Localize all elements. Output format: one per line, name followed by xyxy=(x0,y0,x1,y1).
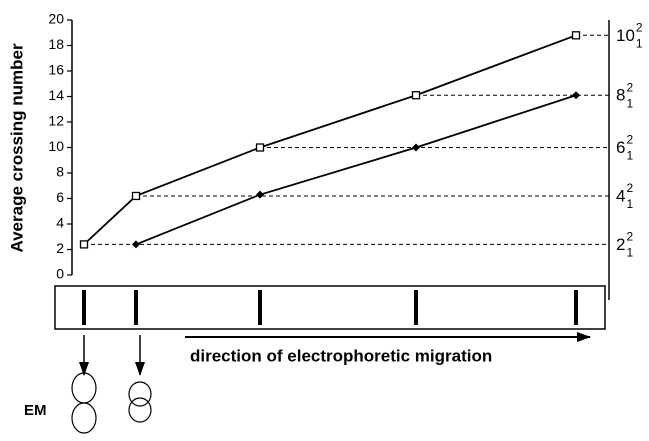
point xyxy=(572,91,580,100)
knot-number: 8 xyxy=(616,86,625,105)
point xyxy=(79,240,89,249)
knot-number: 10 xyxy=(616,26,635,45)
gel-band xyxy=(574,290,578,325)
knot-sup: 2 xyxy=(626,230,633,244)
point xyxy=(571,31,581,40)
point xyxy=(255,143,265,152)
migration-label: direction of electrophoretic migration xyxy=(190,346,492,365)
knot-sup: 2 xyxy=(636,20,643,34)
knot-sup: 2 xyxy=(626,133,633,147)
knot-number: 2 xyxy=(616,235,625,254)
knot-sub: 1 xyxy=(626,149,633,163)
point xyxy=(412,143,420,152)
y-tick-label: 0 xyxy=(56,266,64,282)
gel-band xyxy=(258,290,262,325)
knot-number: 4 xyxy=(616,186,625,205)
knot-sub: 1 xyxy=(636,36,643,50)
y-tick-label: 18 xyxy=(48,36,64,52)
series-line xyxy=(83,34,577,246)
point xyxy=(131,191,141,201)
y-tick-label: 16 xyxy=(48,62,64,78)
y-tick-label: 2 xyxy=(56,240,64,256)
y-tick-label: 14 xyxy=(48,87,64,103)
linked-loop xyxy=(128,381,152,407)
em-label: EM xyxy=(24,402,47,419)
unknot-loop xyxy=(71,372,97,404)
series-line xyxy=(135,94,577,246)
y-tick-label: 20 xyxy=(48,11,64,27)
y-tick-label: 6 xyxy=(56,189,64,205)
y-axis-label: Average crossing number xyxy=(7,43,26,252)
knot-sub: 1 xyxy=(626,96,633,110)
y-tick-label: 12 xyxy=(48,113,64,129)
y-tick-label: 4 xyxy=(56,215,64,231)
gel-lane xyxy=(54,285,606,330)
knot-sub: 1 xyxy=(626,197,633,211)
gel-band xyxy=(134,290,138,325)
knot-sub: 1 xyxy=(626,246,633,260)
y-tick-label: 10 xyxy=(48,138,64,154)
gel-band xyxy=(82,290,86,325)
linked-loop xyxy=(128,397,152,423)
gel-band xyxy=(414,290,418,325)
point xyxy=(256,190,264,199)
knot-sup: 2 xyxy=(626,181,633,195)
knot-sup: 2 xyxy=(626,80,633,94)
point xyxy=(411,91,421,100)
unknot-loop xyxy=(71,402,97,434)
y-tick-label: 8 xyxy=(56,164,64,180)
point xyxy=(132,240,140,249)
knot-number: 6 xyxy=(616,138,625,157)
